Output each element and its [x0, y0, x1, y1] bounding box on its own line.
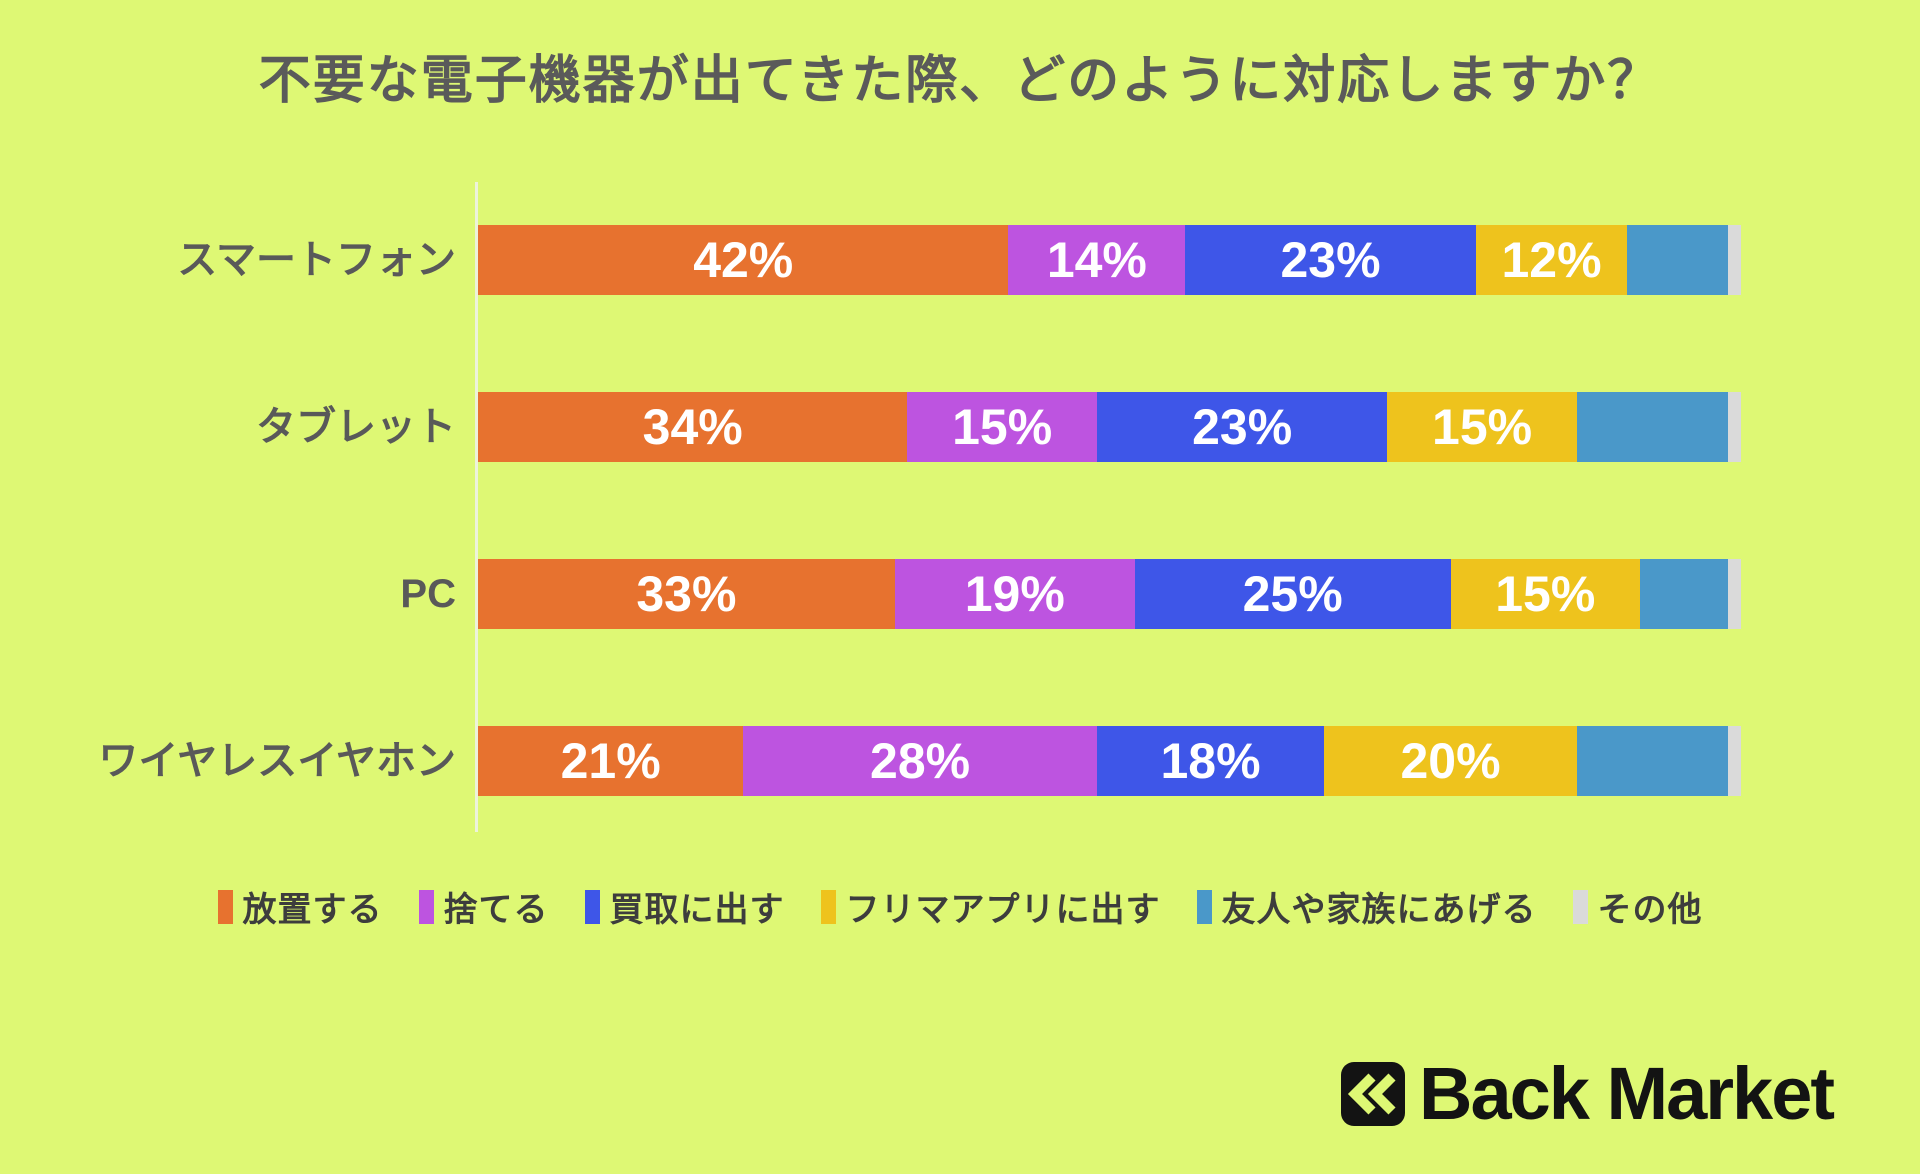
- stacked-bar: 33% 19% 25% 15%: [478, 559, 1741, 629]
- legend-swatch-icon: [1196, 889, 1212, 924]
- bar-segment-6: [1728, 726, 1741, 796]
- legend-label: フリマアプリに出す: [845, 891, 1161, 929]
- stacked-bar: 21% 28% 18% 20%: [478, 726, 1741, 796]
- bar-segment-6: [1728, 559, 1741, 629]
- bar-segment-6: [1728, 392, 1741, 462]
- legend-item-6: その他: [1572, 882, 1703, 931]
- bar-segment-1: 34%: [478, 392, 908, 462]
- segment-value-label: 15%: [1495, 566, 1596, 622]
- legend-label: その他: [1597, 891, 1703, 929]
- legend-label: 友人や家族にあげる: [1221, 891, 1537, 929]
- legend-item-4: フリマアプリに出す: [820, 882, 1161, 931]
- bar-segment-4: 15%: [1387, 392, 1577, 462]
- segment-value-label: 19%: [964, 566, 1065, 622]
- chart-legend: 放置する 捨てる 買取に出す フリマアプリに出す 友人や家族にあげる その他: [0, 882, 1920, 931]
- legend-swatch-icon: [418, 889, 434, 924]
- bar-segment-1: 33%: [478, 559, 895, 629]
- segment-value-label: 18%: [1160, 733, 1261, 789]
- legend-item-2: 捨てる: [418, 882, 549, 931]
- legend-label: 捨てる: [443, 891, 549, 929]
- chart-title: 不要な電子機器が出てきた際、どのように対応しますか？: [258, 52, 1662, 110]
- bar-segment-4: 15%: [1450, 559, 1640, 629]
- segment-value-label: 15%: [1432, 399, 1533, 455]
- chart-row-4: ワイヤレスイヤホン 21% 28% 18% 20%: [0, 726, 1920, 796]
- legend-item-1: 放置する: [217, 882, 383, 931]
- legend-swatch-icon: [1572, 889, 1588, 924]
- legend-label: 放置する: [242, 891, 383, 929]
- category-label: タブレット: [256, 405, 456, 449]
- legend-item-3: 買取に出す: [584, 882, 785, 931]
- bar-segment-3: 18%: [1096, 726, 1325, 796]
- bar-segment-1: 21%: [478, 726, 744, 796]
- segment-value-label: 23%: [1192, 399, 1293, 455]
- bar-segment-5: [1576, 726, 1729, 796]
- legend-swatch-icon: [584, 889, 600, 924]
- bar-segment-1: 42%: [478, 225, 1009, 295]
- bar-segment-5: [1576, 392, 1729, 462]
- bar-segment-3: 23%: [1096, 392, 1388, 462]
- legend-swatch-icon: [820, 889, 836, 924]
- stacked-bar: 34% 15% 23% 15%: [478, 392, 1741, 462]
- segment-value-label: 34%: [642, 399, 743, 455]
- segment-value-label: 42%: [693, 232, 794, 288]
- backmarket-logo: Back Market: [1341, 1051, 1835, 1136]
- y-axis-line: [475, 182, 478, 832]
- category-label: スマートフォン: [177, 238, 456, 282]
- backmarket-wordmark: Back Market: [1419, 1052, 1835, 1135]
- chart-row-2: タブレット 34% 15% 23% 15%: [0, 392, 1920, 462]
- legend-label: 買取に出す: [609, 891, 785, 929]
- stacked-bar: 42% 14% 23% 12%: [478, 225, 1741, 295]
- segment-value-label: 15%: [952, 399, 1053, 455]
- segment-value-label: 25%: [1242, 566, 1343, 622]
- bar-segment-5: [1639, 559, 1729, 629]
- category-label: ワイヤレスイヤホン: [98, 739, 456, 783]
- bar-segment-2: 28%: [743, 726, 1097, 796]
- bar-segment-2: 15%: [907, 392, 1097, 462]
- bar-segment-3: 25%: [1134, 559, 1451, 629]
- bar-segment-5: [1627, 225, 1729, 295]
- bar-segment-4: 12%: [1475, 225, 1628, 295]
- double-chevron-left-icon: [1341, 1061, 1405, 1126]
- bar-segment-3: 23%: [1185, 225, 1476, 295]
- segment-value-label: 23%: [1280, 232, 1381, 288]
- bar-segment-6: [1728, 225, 1741, 295]
- legend-item-5: 友人や家族にあげる: [1196, 882, 1537, 931]
- segment-value-label: 21%: [560, 733, 661, 789]
- segment-value-label: 33%: [636, 566, 737, 622]
- bar-segment-4: 20%: [1324, 726, 1577, 796]
- chart-row-1: スマートフォン 42% 14% 23% 12%: [0, 225, 1920, 295]
- category-label: PC: [400, 572, 456, 616]
- segment-value-label: 14%: [1046, 232, 1147, 288]
- segment-value-label: 12%: [1501, 232, 1602, 288]
- bar-segment-2: 19%: [894, 559, 1135, 629]
- segment-value-label: 28%: [870, 733, 971, 789]
- bar-segment-2: 14%: [1008, 225, 1186, 295]
- legend-swatch-icon: [217, 889, 233, 924]
- segment-value-label: 20%: [1400, 733, 1501, 789]
- chart-row-3: PC 33% 19% 25% 15%: [0, 559, 1920, 629]
